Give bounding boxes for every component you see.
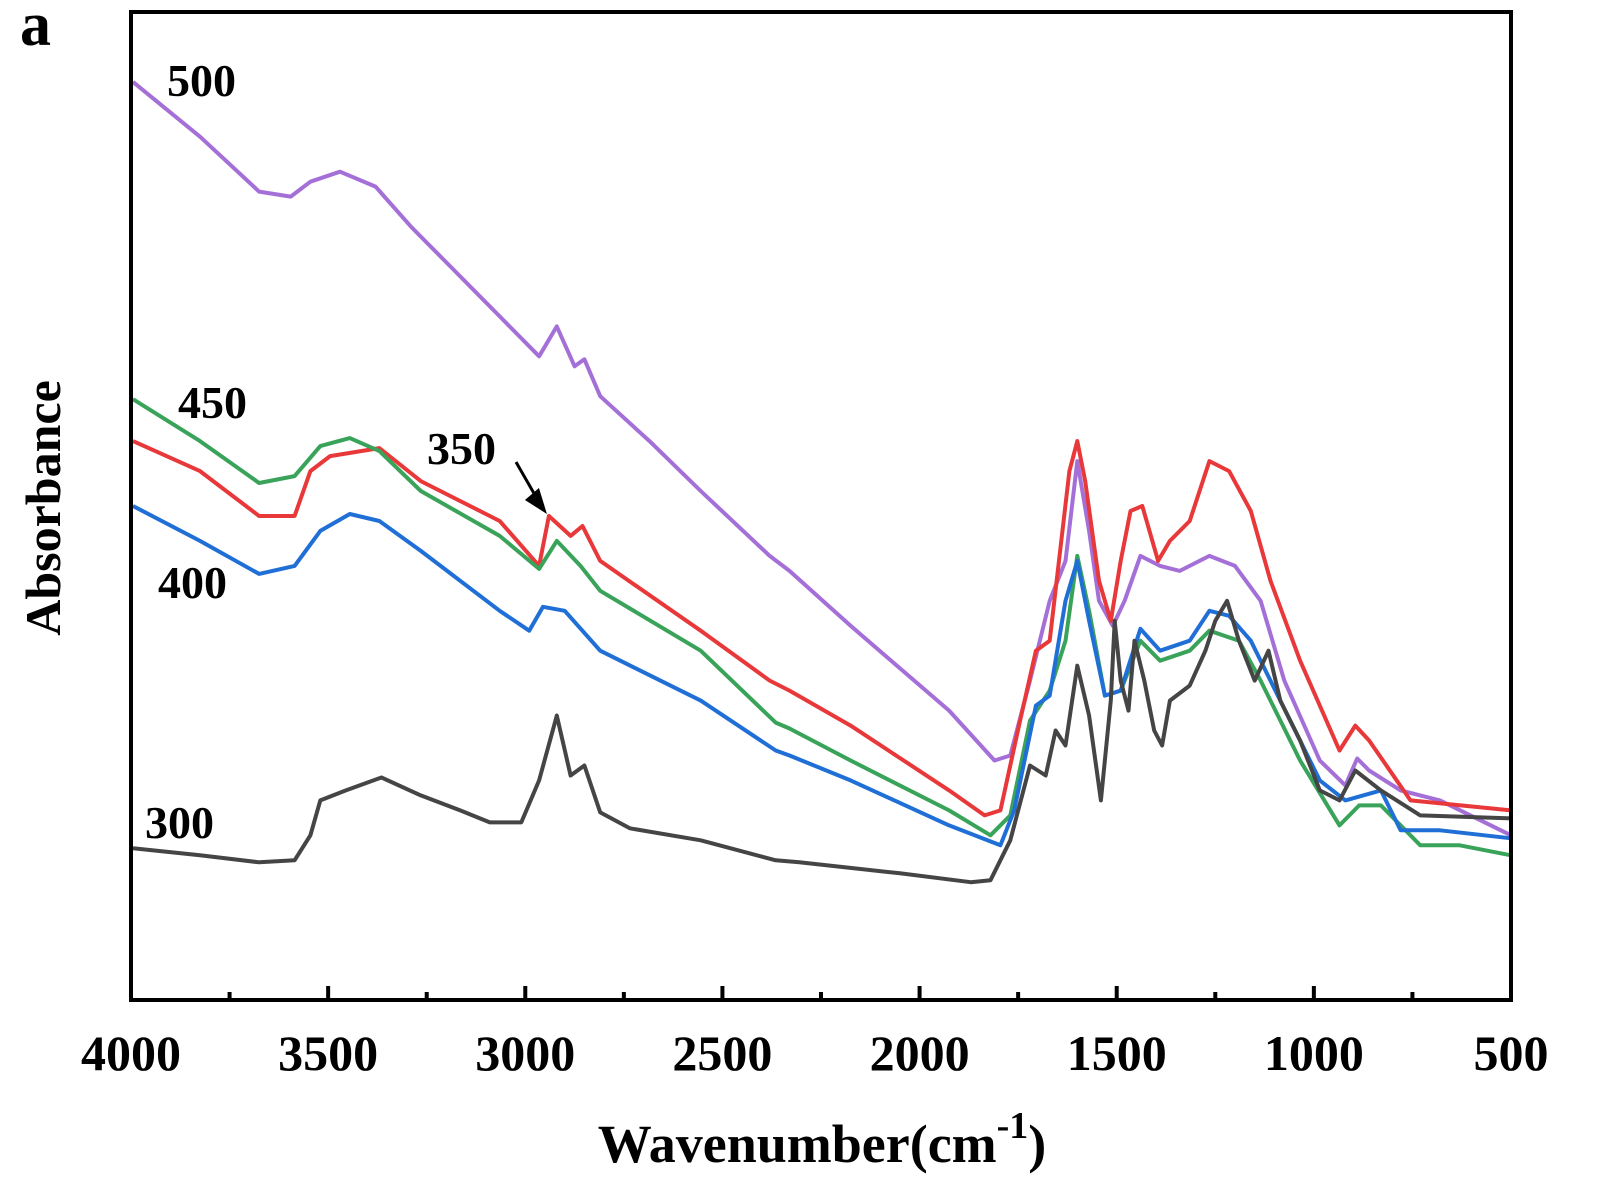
annotation-label: 350 — [427, 423, 496, 474]
series-layer — [131, 80, 1512, 885]
series-line-450 — [131, 397, 1512, 858]
plot-frame — [129, 10, 1513, 1002]
series-line-500 — [131, 80, 1512, 838]
x-tick-label: 500 — [1474, 1025, 1549, 1081]
series-line-350 — [132, 439, 1512, 818]
series-labels: 500 450 400 300 350 — [145, 55, 547, 848]
y-axis-label: Absorbance — [15, 380, 71, 636]
panel-label: a — [20, 0, 51, 59]
series-label-450: 450 — [178, 377, 247, 428]
x-axis-label-main: Wavenumber(cm — [598, 1114, 997, 1174]
x-axis-label-sup: -1 — [997, 1105, 1029, 1147]
series-line-300 — [132, 598, 1512, 885]
x-tick-label: 2500 — [672, 1025, 772, 1081]
series-label-400: 400 — [158, 557, 227, 608]
x-axis-ticks: 4000 3500 3000 2500 2000 1500 1000 500 — [81, 986, 1549, 1081]
x-tick-label: 3500 — [278, 1025, 378, 1081]
series-label-300: 300 — [145, 797, 214, 848]
series-label-500: 500 — [167, 55, 236, 106]
x-tick-label: 1500 — [1067, 1025, 1167, 1081]
annotation-arrow-head-icon — [524, 487, 547, 514]
x-tick-label: 4000 — [81, 1025, 181, 1081]
x-axis-label: Wavenumber(cm-1) — [598, 1105, 1047, 1174]
x-tick-label: 3000 — [475, 1025, 575, 1081]
x-tick-label: 1000 — [1264, 1025, 1364, 1081]
series-line-400 — [132, 504, 1512, 848]
x-axis-label-close: ) — [1028, 1114, 1046, 1174]
x-tick-label: 2000 — [870, 1025, 970, 1081]
